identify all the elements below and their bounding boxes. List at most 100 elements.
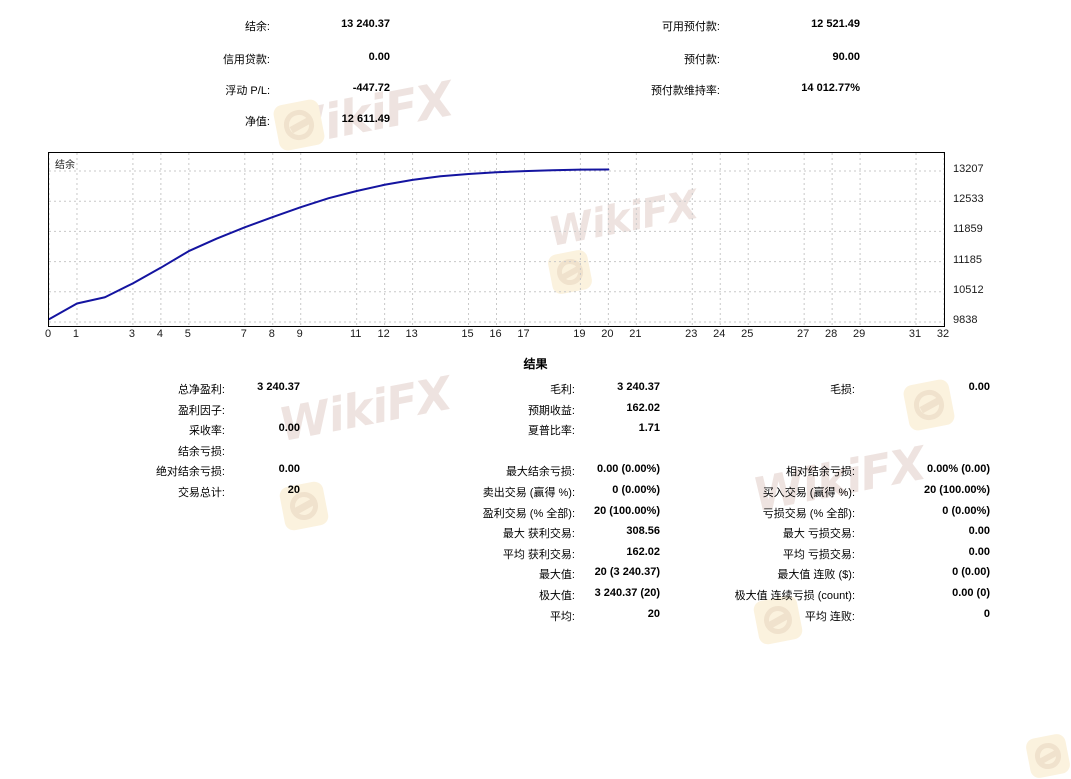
chart-x-tick: 29 bbox=[852, 328, 866, 340]
result-label: 最大 亏损交易: bbox=[782, 528, 855, 541]
result-label: 买入交易 (赢得 %): bbox=[762, 487, 855, 499]
result-label: 盈利交易 (% 全部): bbox=[482, 507, 575, 520]
result-label: 最大值: bbox=[538, 569, 575, 582]
result-label: 平均 连败: bbox=[804, 610, 855, 623]
result-value: 0 bbox=[983, 607, 990, 620]
chart-x-tick: 19 bbox=[573, 328, 586, 340]
summary-label-floating-pl: 浮动 P/L: bbox=[225, 85, 270, 97]
chart-x-tick: 5 bbox=[184, 328, 191, 340]
chart-x-tick: 15 bbox=[461, 328, 474, 340]
result-label: 毛损: bbox=[829, 384, 855, 396]
result-value: 0.00 bbox=[968, 545, 990, 558]
result-value: 20 (3 240.37) bbox=[594, 566, 660, 579]
result-label: 亏损交易 (% 全部): bbox=[762, 507, 855, 520]
chart-x-tick: 27 bbox=[797, 328, 810, 340]
chart-x-tick: 11 bbox=[349, 328, 362, 340]
result-label: 采收率: bbox=[188, 425, 225, 438]
result-value: 162.02 bbox=[626, 545, 660, 558]
result-value: 0.00 bbox=[968, 525, 990, 538]
result-label: 夏普比率: bbox=[527, 425, 575, 438]
result-label: 平均 亏损交易: bbox=[782, 548, 855, 561]
result-label: 平均: bbox=[549, 610, 575, 623]
result-value: 0 (0.00%) bbox=[942, 504, 990, 517]
chart-x-tick: 20 bbox=[601, 328, 614, 340]
chart-y-tick: 10512 bbox=[953, 283, 984, 296]
summary-value-free-margin: 12 521.49 bbox=[811, 18, 860, 30]
chart-x-tick: 7 bbox=[240, 328, 247, 340]
summary-value-floating-pl: -447.72 bbox=[352, 82, 390, 94]
chart-x-tick: 16 bbox=[489, 328, 502, 340]
summary-value-credit: 0.00 bbox=[368, 51, 390, 63]
result-label: 预期收益: bbox=[527, 404, 575, 417]
chart-y-tick: 13207 bbox=[953, 163, 984, 175]
chart-y-tick: 11185 bbox=[953, 253, 982, 266]
result-value: 20 (100.00%) bbox=[593, 504, 660, 517]
results-title: 结果 bbox=[523, 357, 548, 371]
result-value: 162.02 bbox=[626, 401, 660, 414]
result-label: 毛利: bbox=[549, 384, 575, 396]
result-value: 20 bbox=[647, 607, 660, 620]
result-value: 308.56 bbox=[626, 525, 660, 538]
result-value: 0.00 bbox=[968, 381, 990, 393]
result-label: 交易总计: bbox=[177, 487, 225, 499]
result-label: 卖出交易 (赢得 %): bbox=[482, 487, 575, 499]
chart-x-tick: 23 bbox=[685, 328, 698, 340]
chart-x-tick: 17 bbox=[517, 328, 530, 340]
chart-x-tick: 3 bbox=[128, 328, 135, 340]
balance-chart: 结余 bbox=[48, 152, 945, 327]
result-label: 盈利因子: bbox=[177, 404, 225, 417]
chart-x-tick: 8 bbox=[268, 328, 275, 340]
chart-y-tick: 9838 bbox=[953, 314, 978, 326]
chart-x-tick: 1 bbox=[72, 328, 80, 340]
watermark-logo-top bbox=[272, 98, 326, 152]
result-label: 绝对结余亏损: bbox=[155, 466, 225, 479]
result-value: 0.00 (0) bbox=[952, 587, 990, 599]
summary-label-margin-level: 预付款维持率: bbox=[650, 85, 720, 97]
result-label: 总净盈利: bbox=[177, 384, 225, 396]
result-value: 0.00 bbox=[278, 463, 300, 476]
summary-value-margin-level: 14 012.77% bbox=[801, 82, 860, 94]
summary-value-margin: 90.00 bbox=[832, 51, 860, 63]
result-label: 平均 获利交易: bbox=[502, 548, 575, 561]
chart-x-tick: 25 bbox=[741, 328, 754, 340]
watermark-logo-stats-right bbox=[1024, 732, 1071, 779]
result-value: 20 (100.00%) bbox=[923, 484, 990, 496]
result-value: 0 (0.00) bbox=[952, 566, 990, 579]
result-value: 3 240.37 (20) bbox=[594, 587, 660, 599]
summary-value-balance: 13 240.37 bbox=[341, 18, 390, 30]
chart-y-tick: 12533 bbox=[953, 193, 984, 206]
result-label: 结余亏损: bbox=[177, 445, 225, 458]
chart-x-tick: 32 bbox=[936, 328, 950, 340]
chart-y-tick: 11859 bbox=[953, 223, 983, 236]
summary-label-balance: 结余: bbox=[244, 21, 270, 33]
result-label: 相对结余亏损: bbox=[785, 466, 855, 479]
result-label: 最大 获利交易: bbox=[502, 528, 575, 541]
chart-x-tick: 21 bbox=[629, 328, 642, 340]
result-value: 0.00% (0.00) bbox=[927, 463, 990, 476]
result-value: 20 bbox=[287, 484, 300, 496]
result-label: 最大结余亏损: bbox=[505, 466, 575, 479]
chart-x-tick: 0 bbox=[44, 328, 52, 340]
chart-x-tick: 28 bbox=[825, 328, 838, 340]
chart-x-tick: 13 bbox=[405, 328, 418, 340]
result-value: 0.00 (0.00%) bbox=[597, 463, 660, 476]
result-label: 极大值: bbox=[538, 590, 575, 602]
summary-label-margin: 预付款: bbox=[683, 54, 720, 66]
result-value: 3 240.37 bbox=[257, 381, 300, 393]
result-label: 最大值 连败 ($): bbox=[777, 569, 855, 582]
result-value: 3 240.37 bbox=[617, 381, 660, 393]
summary-value-equity: 12 611.49 bbox=[341, 113, 390, 125]
chart-x-tick: 24 bbox=[713, 328, 726, 340]
summary-label-free-margin: 可用预付款: bbox=[661, 21, 720, 33]
chart-series-label: 结余 bbox=[55, 160, 75, 171]
result-value: 0.00 bbox=[278, 422, 300, 435]
result-value: 1.71 bbox=[638, 422, 660, 435]
result-value: 0 (0.00%) bbox=[612, 484, 660, 496]
chart-x-tick: 12 bbox=[377, 328, 390, 340]
summary-label-credit: 信用贷款: bbox=[222, 54, 270, 66]
summary-label-equity: 净值: bbox=[244, 116, 270, 128]
chart-canvas bbox=[49, 153, 944, 326]
chart-x-tick: 31 bbox=[908, 328, 922, 340]
chart-x-tick: 9 bbox=[296, 328, 303, 340]
chart-x-tick: 4 bbox=[156, 328, 163, 340]
